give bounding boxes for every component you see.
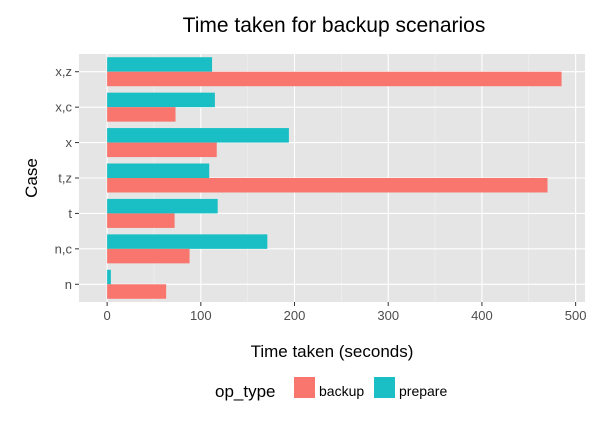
legend-label-backup: backup: [319, 383, 364, 399]
bar-prepare-xc: [107, 92, 215, 108]
x-axis-title: Time taken (seconds): [251, 342, 414, 361]
y-tick-label: n: [65, 277, 72, 292]
legend-title: op_type: [215, 382, 276, 401]
y-tick-label: t: [68, 206, 72, 221]
bars: [107, 57, 562, 299]
bar-backup-xz: [107, 71, 562, 87]
legend: op_type backup prepare: [215, 377, 447, 401]
bar-prepare-n: [107, 269, 111, 285]
y-axis-title: Case: [22, 158, 41, 198]
bar-prepare-t: [107, 198, 218, 214]
bar-prepare-nc: [107, 234, 268, 249]
bar-backup-n: [107, 284, 167, 299]
bar-backup-t: [107, 213, 175, 228]
legend-label-prepare: prepare: [399, 383, 447, 399]
chart-title: Time taken for backup scenarios: [183, 14, 486, 37]
bar-prepare-tz: [107, 163, 210, 178]
y-tick-label: t,z: [58, 171, 72, 186]
x-tick-label: 200: [284, 308, 306, 323]
y-tick-label: x,z: [55, 64, 72, 79]
x-axis-ticks: 0 100 200 300 400 500: [103, 302, 586, 323]
legend-swatch-prepare: [374, 377, 395, 398]
bar-prepare-xz: [107, 57, 213, 72]
legend-swatch-backup: [294, 377, 315, 398]
y-tick-label: x,c: [55, 100, 72, 115]
bar-backup-x: [107, 142, 217, 158]
bar-backup-tz: [107, 178, 548, 193]
x-tick-label: 400: [471, 308, 493, 323]
bar-backup-nc: [107, 248, 190, 264]
x-tick-label: 0: [103, 308, 110, 323]
y-axis-ticks: x,z x,c x t,z t n,c n: [55, 64, 79, 292]
bar-prepare-x: [107, 128, 289, 143]
y-tick-label: n,c: [55, 241, 73, 256]
bar-backup-xc: [107, 107, 176, 122]
x-tick-label: 100: [190, 308, 212, 323]
x-tick-label: 300: [377, 308, 399, 323]
y-tick-label: x: [66, 135, 73, 150]
x-tick-label: 500: [565, 308, 587, 323]
